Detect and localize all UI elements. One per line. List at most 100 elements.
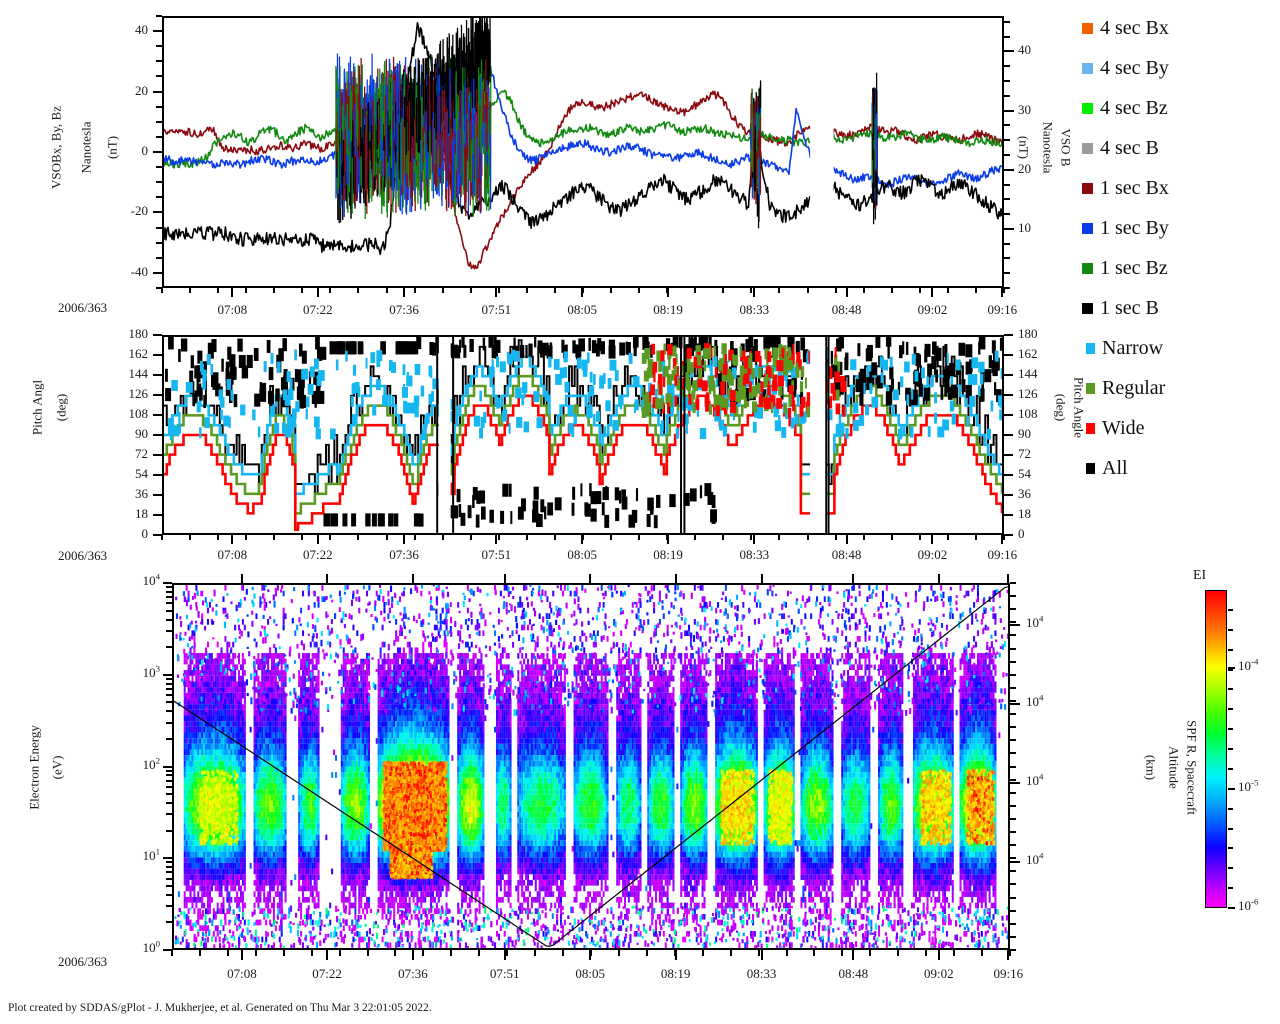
legend-label: Regular [1102, 377, 1165, 400]
tick-mark-minor [582, 535, 584, 540]
tick-mark [1004, 354, 1013, 356]
tick-mark-minor [1010, 634, 1016, 637]
tick-mark-minor [156, 45, 162, 48]
tick-mark-minor [282, 950, 285, 956]
legend-label: 1 sec Bx [1100, 177, 1169, 200]
tick-mark-minor [925, 950, 928, 956]
tick-mark-minor [953, 950, 956, 956]
tick-mark-minor [610, 535, 613, 540]
tick-mark-minor [156, 15, 162, 17]
panel3-right-tick: 104 [1026, 693, 1066, 710]
tick-mark-minor [974, 535, 977, 540]
legend-item-1-sec-bx[interactable]: 1 sec Bx [1082, 168, 1272, 208]
legend-item-4-sec-bx[interactable]: 4 sec Bx [1082, 8, 1272, 48]
legend-item-narrow[interactable]: Narrow [1082, 328, 1272, 368]
panel2-left-tick: 144 [102, 366, 149, 382]
panel2-right-tick: 126 [1018, 386, 1058, 402]
tick-mark-minor [806, 535, 809, 540]
magnetic-field-plot [164, 18, 1002, 286]
tick-mark-minor [1010, 699, 1016, 702]
tick-mark [1010, 860, 1020, 863]
tick-mark-minor [156, 166, 162, 169]
panel1-left-tick: -40 [104, 264, 148, 280]
tick-mark-minor [694, 288, 697, 293]
legend-item-all[interactable]: All [1082, 448, 1272, 488]
tick-mark-minor [1010, 778, 1016, 781]
legend-item-4-sec-by[interactable]: 4 sec By [1082, 48, 1272, 88]
all-blocks [164, 337, 1002, 529]
colorbar-tick-minor [1228, 767, 1233, 770]
legend-item-regular[interactable]: Regular [1082, 368, 1272, 408]
tick-mark-minor [1003, 288, 1005, 293]
tick-mark-minor [422, 950, 425, 956]
legend-label: All [1102, 457, 1128, 480]
panel2-left-tick: 108 [102, 406, 149, 422]
tick-mark-minor [1004, 153, 1010, 156]
colorbar-tick-minor [1228, 608, 1233, 611]
tick-mark-minor [166, 829, 172, 832]
tick-mark [845, 288, 848, 297]
tick-mark [753, 288, 756, 297]
tick-mark-minor [166, 590, 172, 593]
tick-mark-minor [329, 535, 332, 540]
tick-mark [674, 574, 677, 583]
tick-mark [1004, 374, 1013, 376]
tick-mark-minor [981, 950, 984, 956]
tick-mark-minor [862, 535, 865, 540]
tick-mark-minor [166, 769, 172, 772]
tick-mark-minor [813, 950, 816, 956]
legend-item-1-sec-bz[interactable]: 1 sec Bz [1082, 248, 1272, 288]
tick-mark [1001, 535, 1004, 544]
panel2-right-tick: 162 [1018, 346, 1058, 362]
tick-mark-minor [722, 535, 725, 540]
tick-mark [153, 494, 162, 496]
tick-mark-minor [301, 288, 304, 293]
colorbar-tick-minor [1228, 668, 1233, 671]
tick-mark-minor [673, 950, 676, 956]
tick-mark-minor [156, 181, 162, 184]
footer-credit: Plot created by SDDAS/gPlot - J. Mukherj… [8, 1002, 432, 1014]
tick-mark-minor [166, 813, 172, 816]
legend-item-1-sec-b[interactable]: 1 sec B [1082, 288, 1272, 328]
tick-mark-minor [166, 774, 172, 777]
tick-mark-minor [666, 535, 669, 540]
tick-mark-minor [156, 287, 162, 289]
legend-item-4-sec-bz[interactable]: 4 sec Bz [1082, 88, 1272, 128]
panel2-left-tick: 54 [102, 466, 148, 482]
legend-label: Wide [1102, 417, 1145, 440]
legend-swatch [1086, 462, 1095, 474]
tick-mark-minor [166, 596, 172, 599]
tick-mark-minor [610, 288, 613, 293]
tick-mark-minor [450, 950, 453, 956]
panel1-right-tick: 20 [1018, 161, 1048, 177]
panel3-left-title-l2: (eV) [50, 756, 65, 780]
tick-mark-minor [166, 785, 172, 788]
legend-item-wide[interactable]: Wide [1082, 408, 1272, 448]
tick-mark-minor [441, 288, 444, 293]
tick-mark-minor [1004, 287, 1010, 289]
tick-mark [503, 574, 506, 583]
tick-mark-minor [245, 288, 248, 293]
tick-mark-minor [189, 288, 192, 293]
panel2-left-tick: 0 [102, 526, 149, 542]
tick-mark-minor [562, 950, 565, 956]
tick-mark-minor [1010, 949, 1016, 951]
legend-item-4-sec-b[interactable]: 4 sec B [1082, 128, 1272, 168]
panel1-right-tick: 30 [1018, 102, 1048, 118]
tick-mark-minor [156, 30, 162, 33]
colorbar-wrap: 10-4 10-5 10-6 [1205, 590, 1258, 913]
legend-swatch [1086, 342, 1095, 354]
panel2-left-tick: 162 [102, 346, 149, 362]
magnetic-field-panel [162, 16, 1004, 288]
panel2-left-tick: 36 [102, 486, 148, 502]
tick-mark-minor [1010, 870, 1016, 873]
panel2-right-tick: 180 [1018, 326, 1058, 342]
legend-swatch [1082, 222, 1093, 234]
tick-mark-minor [506, 950, 509, 956]
tick-mark-minor [166, 629, 172, 632]
legend-item-1-sec-by[interactable]: 1 sec By [1082, 208, 1272, 248]
tick-mark-minor [156, 120, 162, 123]
